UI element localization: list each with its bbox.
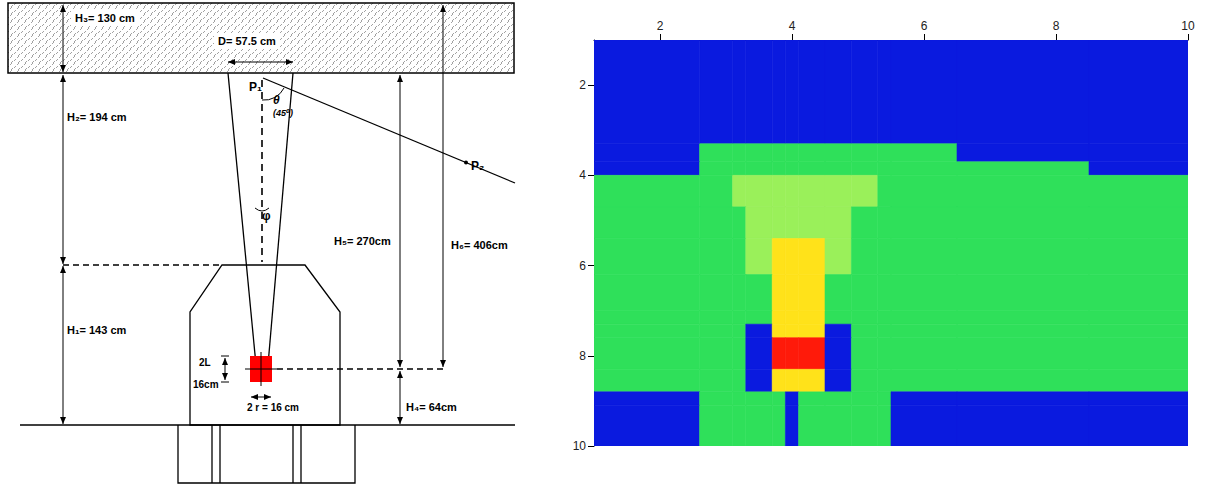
- svg-text:2: 2: [579, 78, 586, 92]
- svg-text:2: 2: [657, 19, 664, 33]
- svg-text:H₁= 143 cm: H₁= 143 cm: [67, 324, 127, 336]
- svg-text:8: 8: [579, 349, 586, 363]
- svg-text:H₄= 64cm: H₄= 64cm: [406, 401, 457, 413]
- svg-text:8: 8: [1053, 19, 1060, 33]
- svg-text:H₆= 406cm: H₆= 406cm: [451, 239, 508, 251]
- svg-text:H₅= 270cm: H₅= 270cm: [334, 235, 391, 247]
- svg-text:(45⁰): (45⁰): [273, 108, 293, 118]
- svg-text:4: 4: [789, 19, 796, 33]
- svg-text:θ: θ: [273, 93, 280, 107]
- svg-text:6: 6: [921, 19, 928, 33]
- svg-text:16cm: 16cm: [193, 379, 219, 390]
- svg-text:P₁: P₁: [249, 80, 262, 94]
- svg-text:P₂: P₂: [471, 159, 484, 173]
- svg-text:2 r = 16 cm: 2 r = 16 cm: [247, 402, 299, 413]
- svg-text:10: 10: [573, 439, 587, 453]
- svg-text:2L: 2L: [199, 357, 211, 368]
- svg-text:4: 4: [579, 168, 586, 182]
- svg-text:φ: φ: [262, 209, 271, 223]
- svg-text:H₂= 194 cm: H₂= 194 cm: [67, 111, 127, 123]
- svg-text:6: 6: [579, 259, 586, 273]
- svg-text:D= 57.5 cm: D= 57.5 cm: [218, 35, 276, 47]
- svg-text:10: 10: [1181, 19, 1195, 33]
- svg-text:H₃= 130 cm: H₃= 130 cm: [75, 12, 135, 24]
